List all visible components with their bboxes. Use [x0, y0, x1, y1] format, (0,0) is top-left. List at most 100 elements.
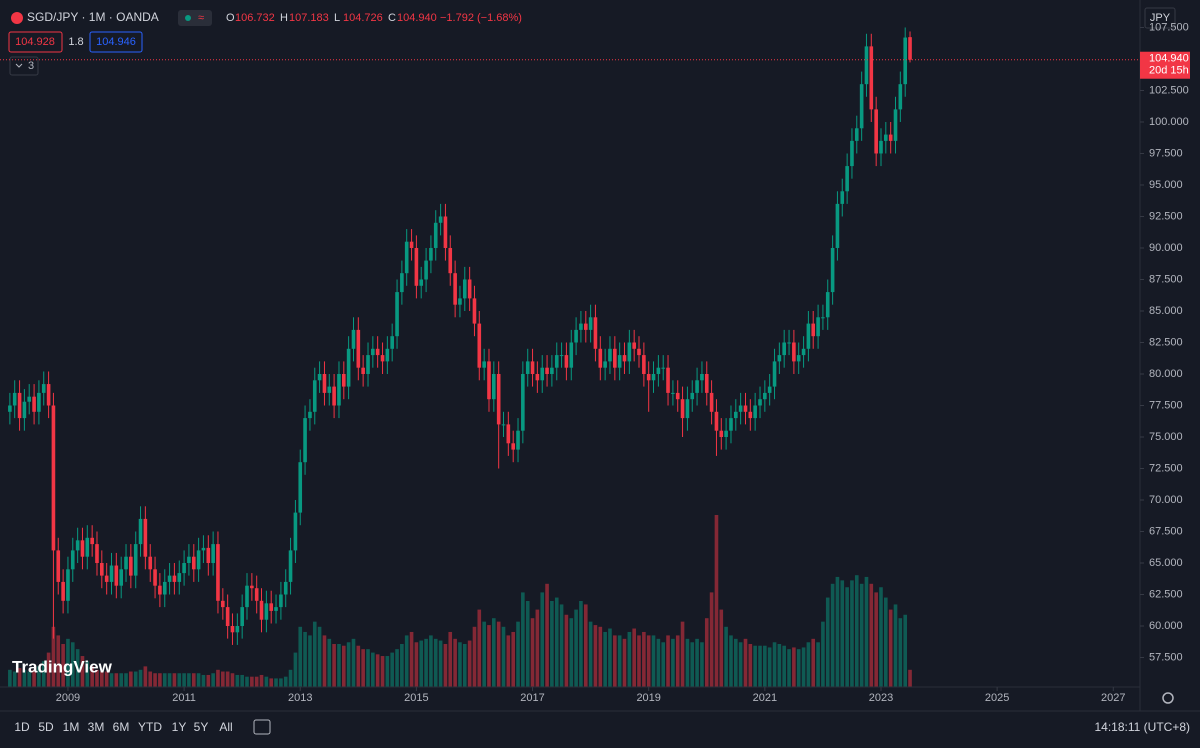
volume-bar — [738, 642, 743, 687]
volume-bar — [124, 673, 128, 687]
ohlc: O 106.732 H 107.183 L 104.726 C 104.940 −1.792 (… — [226, 12, 522, 24]
status-dot — [185, 15, 191, 21]
sell-box[interactable] — [8, 31, 63, 53]
range-button[interactable]: All — [219, 720, 232, 734]
buy-box[interactable] — [89, 31, 143, 53]
range-button[interactable]: 3M — [88, 720, 105, 734]
volume-bar — [608, 628, 612, 687]
candle-body — [46, 384, 51, 406]
candle-body — [521, 373, 525, 431]
volume-bar — [187, 673, 191, 687]
volume-bar — [763, 645, 767, 687]
candle-body — [143, 518, 148, 557]
currency-box[interactable] — [1144, 7, 1176, 29]
candle-body — [177, 573, 182, 582]
volume-bar — [75, 649, 80, 687]
sell-price[interactable]: 104.928 — [15, 36, 55, 48]
y-tick-label: 100.000 — [1149, 116, 1189, 128]
candle-body — [796, 355, 801, 362]
clock[interactable]: 14:18:11 (UTC+8) — [1095, 720, 1191, 734]
volume-bar — [767, 647, 772, 687]
candle-body — [133, 544, 138, 576]
brand-logo[interactable]: TradingView — [12, 657, 113, 676]
candle-body — [898, 84, 903, 110]
candle-body — [196, 550, 201, 570]
range-button[interactable]: 5Y — [194, 720, 209, 734]
volume-bar — [501, 626, 506, 687]
volume-bar — [283, 676, 288, 687]
candle-body — [61, 581, 65, 601]
volume-bar — [453, 638, 457, 687]
range-button[interactable]: 5D — [38, 720, 54, 734]
candle-body — [162, 581, 167, 595]
range-button[interactable]: YTD — [138, 720, 162, 734]
settings-icon[interactable] — [1162, 692, 1174, 704]
ohlc-value: 106.732 — [235, 12, 275, 24]
candle-body — [332, 386, 336, 406]
range-button[interactable]: 1Y — [172, 720, 187, 734]
candle-body — [288, 550, 293, 582]
symbol-icon — [11, 12, 23, 24]
date-range-icon[interactable] — [253, 719, 271, 735]
volume-bar — [472, 626, 477, 687]
candle-body — [230, 626, 235, 633]
range-button[interactable]: 1M — [63, 720, 80, 734]
spread: 1.8 — [68, 36, 83, 48]
volume-bar — [825, 597, 830, 687]
candle-body — [830, 247, 835, 293]
candle-body — [859, 84, 864, 129]
volume-bar — [264, 676, 269, 687]
chevron — [15, 63, 23, 68]
y-tick-label: 70.000 — [1149, 494, 1183, 506]
y-tick-label: 65.000 — [1149, 557, 1183, 569]
candle-body — [511, 443, 516, 450]
volume-bar — [395, 649, 399, 687]
buy-price[interactable]: 104.946 — [96, 36, 136, 48]
volume-bar — [637, 635, 641, 687]
candle-body — [825, 292, 830, 318]
volume-bar — [733, 638, 738, 687]
candle-body — [680, 399, 685, 419]
volume-bar — [690, 642, 695, 687]
volume-bar — [380, 656, 385, 687]
candle-body — [395, 292, 399, 337]
candle-body — [608, 348, 612, 362]
candle-body — [259, 600, 264, 620]
indicator-toggle[interactable] — [9, 56, 39, 76]
candle-body — [864, 46, 869, 85]
candle-body — [569, 342, 574, 368]
candle-body — [138, 518, 143, 545]
volume-bar — [322, 635, 327, 687]
volume-bar — [627, 631, 632, 687]
volume-bar — [908, 669, 912, 687]
candle-body — [656, 367, 661, 374]
volume-bar — [893, 604, 898, 687]
symbol[interactable]: SGD/JPY · 1M · OANDA — [27, 10, 159, 24]
volume-bar — [332, 644, 336, 687]
range-button[interactable]: 1D — [14, 720, 30, 734]
candle-body — [554, 355, 559, 368]
volume-bar — [85, 661, 90, 687]
candle-body — [632, 342, 636, 349]
candle-body — [429, 247, 433, 261]
status-box[interactable] — [178, 10, 212, 26]
volume-bar — [66, 638, 70, 687]
range-button[interactable]: 6M — [113, 720, 130, 734]
candle-body — [443, 216, 448, 248]
candle-body — [22, 401, 27, 419]
volume-bar — [27, 671, 32, 687]
volume-bar — [12, 671, 17, 687]
candle-body — [704, 373, 709, 393]
volume-bar — [743, 638, 748, 687]
volume-bar — [579, 601, 583, 687]
candle-body — [516, 430, 520, 450]
volume-bar — [172, 673, 177, 687]
y-tick-label: 82.500 — [1149, 336, 1183, 348]
volume-bar — [61, 644, 65, 687]
volume-bar — [854, 575, 859, 687]
volume-bar — [874, 592, 878, 687]
x-tick-label: 2025 — [985, 692, 1009, 704]
volume-bar — [511, 631, 516, 687]
y-tick-label: 75.000 — [1149, 431, 1183, 443]
candle-body — [540, 367, 545, 381]
